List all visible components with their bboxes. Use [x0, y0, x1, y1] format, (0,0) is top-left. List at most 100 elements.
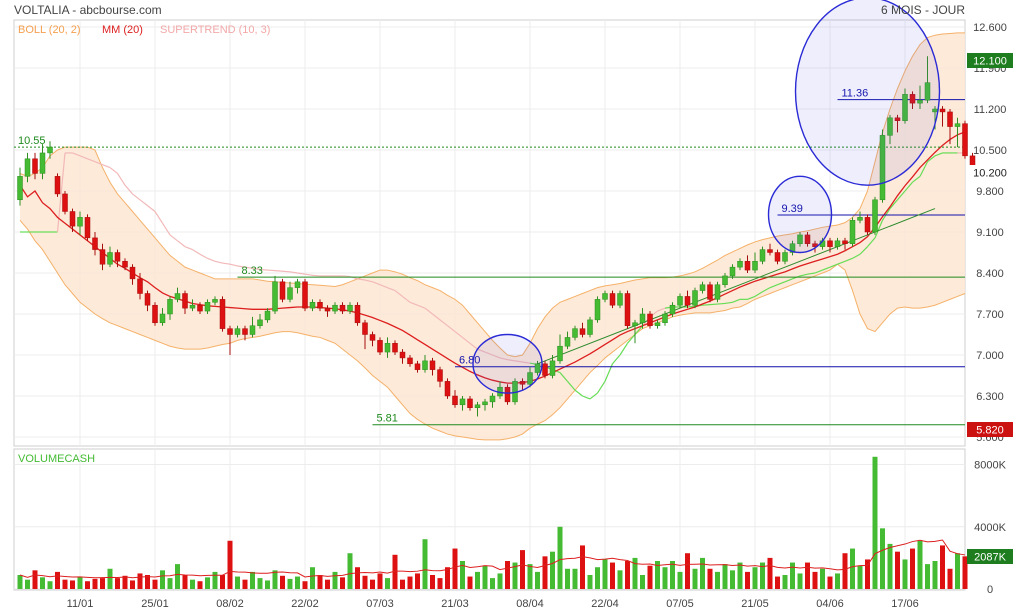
candle-body: [122, 261, 128, 268]
volume-bar: [137, 573, 143, 589]
candle-body: [279, 281, 286, 300]
supertrend-segment: [927, 155, 936, 163]
period-label: 6 MOIS - JOUR: [881, 3, 965, 17]
supertrend-segment: [709, 303, 718, 306]
supertrend-segment: [657, 307, 666, 312]
volume-bar: [962, 556, 968, 589]
supertrend-segment: [387, 287, 396, 292]
candle-body: [242, 328, 248, 335]
date-tick-label: 04/06: [816, 598, 844, 610]
volume-bar: [670, 561, 675, 589]
supertrend-segment: [769, 284, 778, 289]
volume-bar: [775, 576, 780, 589]
candle-body: [24, 158, 31, 177]
supertrend-segment: [822, 266, 831, 271]
candle-body: [272, 281, 278, 312]
supertrend-segment: [514, 360, 523, 363]
candle-body: [729, 266, 736, 277]
candle-body: [219, 299, 226, 329]
volume-bar: [347, 553, 353, 589]
supertrend-segment: [139, 199, 148, 207]
candle-body: [474, 404, 481, 408]
candle-body: [234, 328, 241, 335]
price-tick-label: 8.400: [976, 268, 1004, 280]
supertrend-segment: [874, 220, 884, 239]
supertrend-segment: [312, 274, 321, 277]
supertrend-segment: [462, 336, 471, 344]
hline-label: 10.55: [18, 135, 46, 147]
candle-body: [347, 304, 353, 312]
candle-body: [264, 310, 271, 321]
volume-bar: [317, 575, 323, 589]
supertrend-segment: [612, 354, 621, 365]
candle-body: [99, 249, 106, 265]
supertrend-segment: [499, 357, 508, 361]
volume-bar: [715, 571, 720, 589]
candle-body: [842, 240, 848, 244]
annotation-circles: [472, 0, 941, 394]
volume-bar: [122, 575, 128, 589]
candle-body: [774, 252, 781, 262]
supertrend-segment: [177, 240, 186, 248]
volume-bar: [767, 557, 773, 589]
last-volume: 2087K: [974, 552, 1006, 564]
volume-bar: [227, 540, 233, 589]
candle-body: [249, 325, 256, 335]
boll-lower-line: [19, 219, 966, 441]
volume-bar: [512, 562, 518, 589]
volume-bar: [797, 573, 803, 589]
supertrend-segment: [297, 272, 306, 275]
candle-body: [182, 293, 188, 309]
candle-body: [789, 243, 796, 253]
candle-body: [609, 293, 616, 306]
candle-body: [429, 360, 436, 370]
candle-body: [677, 296, 683, 306]
volume-bar: [887, 543, 893, 589]
price-tick-label: 9.100: [976, 227, 1004, 239]
volume-bar: [302, 581, 308, 589]
candle-body: [947, 111, 953, 127]
volume-bar: [430, 575, 435, 589]
supertrend-segment: [229, 263, 238, 267]
candle-body: [114, 252, 121, 262]
bollinger-band: [19, 32, 966, 441]
candle-body: [759, 249, 766, 262]
candle-body: [362, 322, 368, 335]
supertrend-segment: [282, 270, 291, 273]
volume-bar: [145, 575, 150, 589]
candle-body: [332, 304, 338, 312]
candle-body: [107, 252, 113, 265]
date-axis: 11/01 25/01 08/02 22/02 07/03 21/03 08/04 22/04…: [67, 598, 919, 610]
date-tick-label: 22/02: [291, 598, 319, 610]
volume-bar: [602, 559, 608, 589]
price-tick-label: 7.700: [976, 309, 1004, 321]
supertrend-segment: [717, 302, 726, 305]
candle-body: [257, 319, 263, 326]
supertrend-segment: [724, 301, 733, 305]
supertrend-segment: [72, 152, 81, 157]
candle-body: [212, 299, 218, 303]
candle-body: [174, 293, 181, 300]
volume-bar: [235, 576, 240, 589]
volume-bar: [205, 577, 210, 589]
price-tick-label: 9.800: [976, 186, 1004, 198]
supertrend-segment: [161, 222, 171, 236]
volume-tick-label: 4000K: [974, 522, 1006, 534]
supertrend-segment: [244, 266, 253, 269]
candle-body: [519, 381, 526, 385]
supertrend-segment: [837, 260, 846, 265]
volume-bar: [955, 553, 960, 589]
candle-body: [902, 94, 908, 121]
last-price: 10.200: [973, 168, 1007, 180]
volume-bar: [550, 551, 555, 589]
candle-body: [197, 304, 203, 312]
supertrend-segment: [184, 246, 193, 251]
supertrend-segment: [252, 267, 261, 271]
candle-body: [77, 217, 83, 227]
volume-bar: [692, 568, 698, 589]
candle-body: [722, 275, 728, 285]
supertrend-segment: [904, 181, 913, 192]
supertrend-segment: [79, 155, 88, 160]
candle-body: [324, 307, 331, 312]
volume-bar: [842, 553, 848, 589]
